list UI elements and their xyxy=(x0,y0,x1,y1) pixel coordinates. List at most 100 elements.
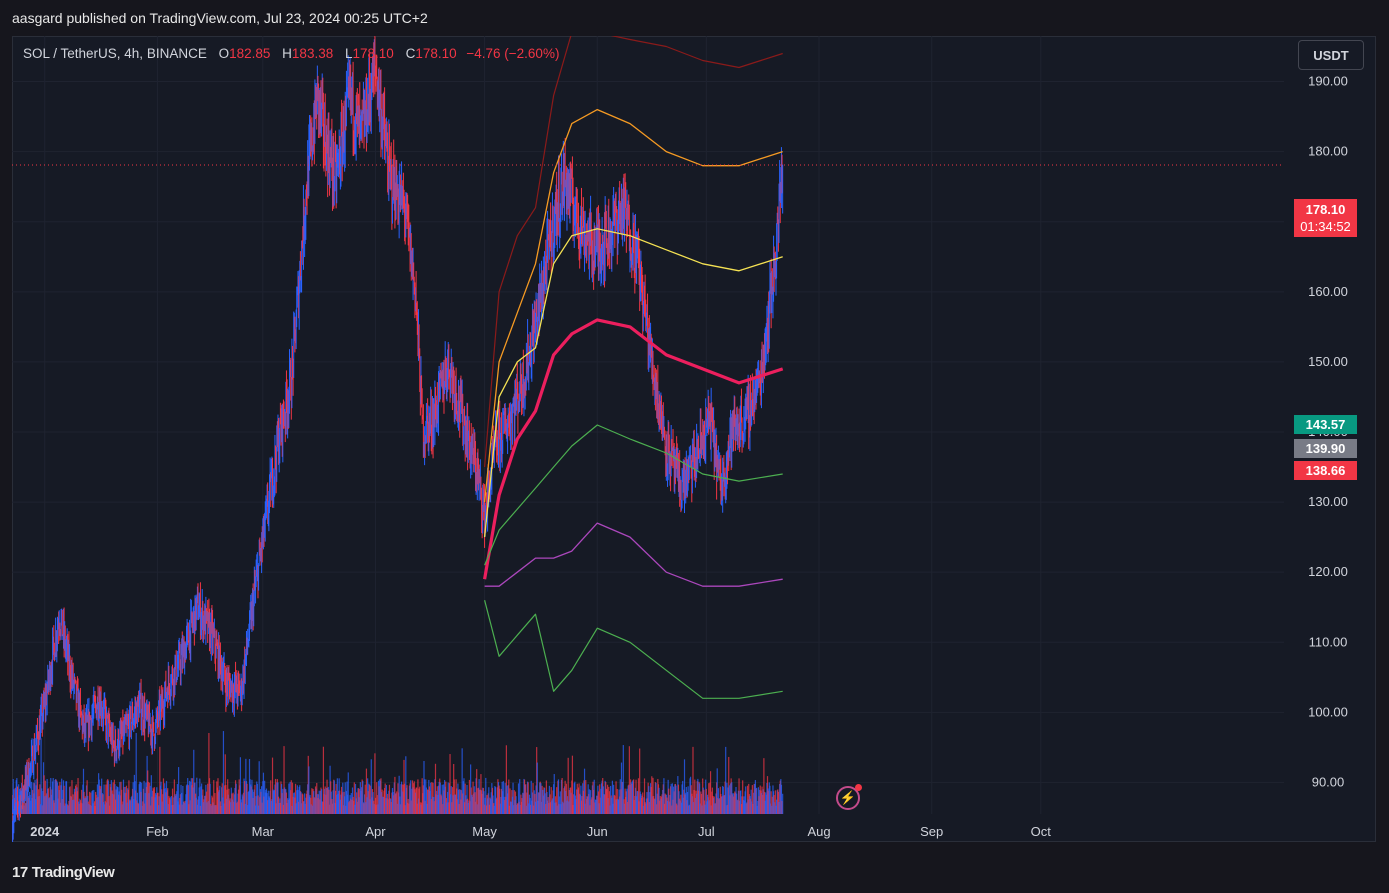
x-tick-label: Feb xyxy=(146,824,168,839)
volume-bar xyxy=(263,796,265,814)
volume-bar xyxy=(654,799,656,814)
volume-bar xyxy=(586,796,589,814)
volume-bar xyxy=(485,777,487,814)
volume-bar xyxy=(714,803,716,814)
volume-bar xyxy=(107,780,109,814)
volume-bar xyxy=(73,799,75,814)
volume-bar xyxy=(154,793,157,814)
volume-bar xyxy=(250,786,252,814)
volume-bar xyxy=(158,805,160,814)
volume-bar xyxy=(655,782,657,814)
volume-bar xyxy=(769,785,771,814)
volume-bar xyxy=(737,800,739,814)
tradingview-logo[interactable]: 17 TradingView xyxy=(12,864,115,881)
volume-bar xyxy=(423,760,425,814)
volume-bar xyxy=(344,796,346,814)
volume-bar xyxy=(618,789,620,814)
volume-bar xyxy=(402,784,404,814)
volume-bar xyxy=(308,796,311,814)
volume-bar xyxy=(649,792,651,814)
volume-bar xyxy=(559,796,561,814)
footer: 17 TradingView xyxy=(12,858,115,886)
volume-bar xyxy=(583,768,586,814)
volume-bar xyxy=(560,779,563,814)
volume-bar xyxy=(417,779,419,814)
volume-bar xyxy=(591,797,593,814)
volume-bar xyxy=(720,793,722,814)
volume-bar xyxy=(663,803,666,814)
volume-bar xyxy=(90,792,92,814)
volume-bar xyxy=(218,789,220,814)
volume-bar xyxy=(478,779,480,814)
volume-bar xyxy=(396,803,398,814)
volume-bar xyxy=(619,779,621,814)
volume-bar xyxy=(681,784,683,814)
volume-bar xyxy=(75,785,77,814)
volume-bar xyxy=(601,780,603,814)
volume-bar xyxy=(623,803,626,814)
volume-bar xyxy=(676,805,678,814)
volume-bar xyxy=(540,783,542,814)
volume-bar xyxy=(251,779,253,814)
volume-bar xyxy=(207,801,209,814)
volume-bar xyxy=(299,785,301,814)
volume-bar xyxy=(693,790,695,814)
volume-bar xyxy=(123,787,125,814)
volume-bar xyxy=(352,796,354,814)
volume-bar xyxy=(322,801,324,814)
volume-bar xyxy=(548,785,551,814)
symbol-legend[interactable]: SOL / TetherUS, 4h, BINANCE O182.85 H183… xyxy=(23,46,559,61)
currency-button[interactable]: USDT xyxy=(1298,40,1364,70)
volume-bar xyxy=(12,799,14,814)
volume-bar xyxy=(763,791,766,814)
volume-bar xyxy=(176,791,178,814)
x-tick-label: Jun xyxy=(587,824,608,839)
volume-bar xyxy=(374,753,376,814)
volume-bar xyxy=(258,761,260,814)
price-axis[interactable]: 90.00100.00110.00120.00130.00140.00150.0… xyxy=(1308,74,1348,790)
volume-bar xyxy=(285,792,288,814)
volume-bar xyxy=(775,799,778,814)
volume-bar xyxy=(626,788,628,814)
volume-bar xyxy=(696,793,698,814)
volume-bar xyxy=(89,805,91,814)
vwap-band3_upper xyxy=(484,36,783,468)
volume-bar xyxy=(156,787,158,814)
volume-bar xyxy=(723,795,726,814)
volume-bar xyxy=(261,786,263,814)
time-axis[interactable]: 2024 Feb Mar Apr May Jun Jul Aug Sep Oct xyxy=(30,824,1051,839)
volume-bar xyxy=(96,797,98,814)
price-chart[interactable]: 90.00100.00110.00120.00130.00140.00150.0… xyxy=(12,36,1376,842)
volume-bar xyxy=(134,790,137,814)
volume-bar xyxy=(479,789,481,814)
volume-bar xyxy=(731,782,733,814)
y-tick-label: 130.00 xyxy=(1308,494,1348,509)
volume-bar xyxy=(214,805,217,814)
volume-bar xyxy=(188,780,191,814)
volume-bar xyxy=(590,799,592,814)
volume-bar xyxy=(239,757,242,814)
volume-bar xyxy=(733,793,735,814)
volume-bar xyxy=(521,798,523,814)
lightning-icon[interactable]: ⚡ xyxy=(836,784,862,810)
volume-bar xyxy=(609,785,612,814)
volume-bar xyxy=(510,801,512,814)
volume-bar xyxy=(750,789,752,814)
volume-bar xyxy=(319,790,321,814)
volume-bar xyxy=(666,801,669,814)
volume-bar xyxy=(34,779,36,814)
volume-bar xyxy=(705,779,707,814)
volume-bar xyxy=(653,798,655,814)
volume-bar xyxy=(584,803,586,814)
volume-bar xyxy=(97,796,99,814)
volume-bar xyxy=(738,778,740,814)
volume-bar xyxy=(336,794,338,814)
volume-bar xyxy=(480,790,483,814)
symbol-name[interactable]: SOL / TetherUS, 4h, BINANCE xyxy=(23,46,207,61)
volume-bar xyxy=(480,774,482,814)
volume-bar xyxy=(571,755,574,814)
volume-bar xyxy=(142,788,145,814)
volume-bar xyxy=(538,792,540,814)
volume-bar xyxy=(490,792,492,814)
volume-bar xyxy=(35,799,37,814)
